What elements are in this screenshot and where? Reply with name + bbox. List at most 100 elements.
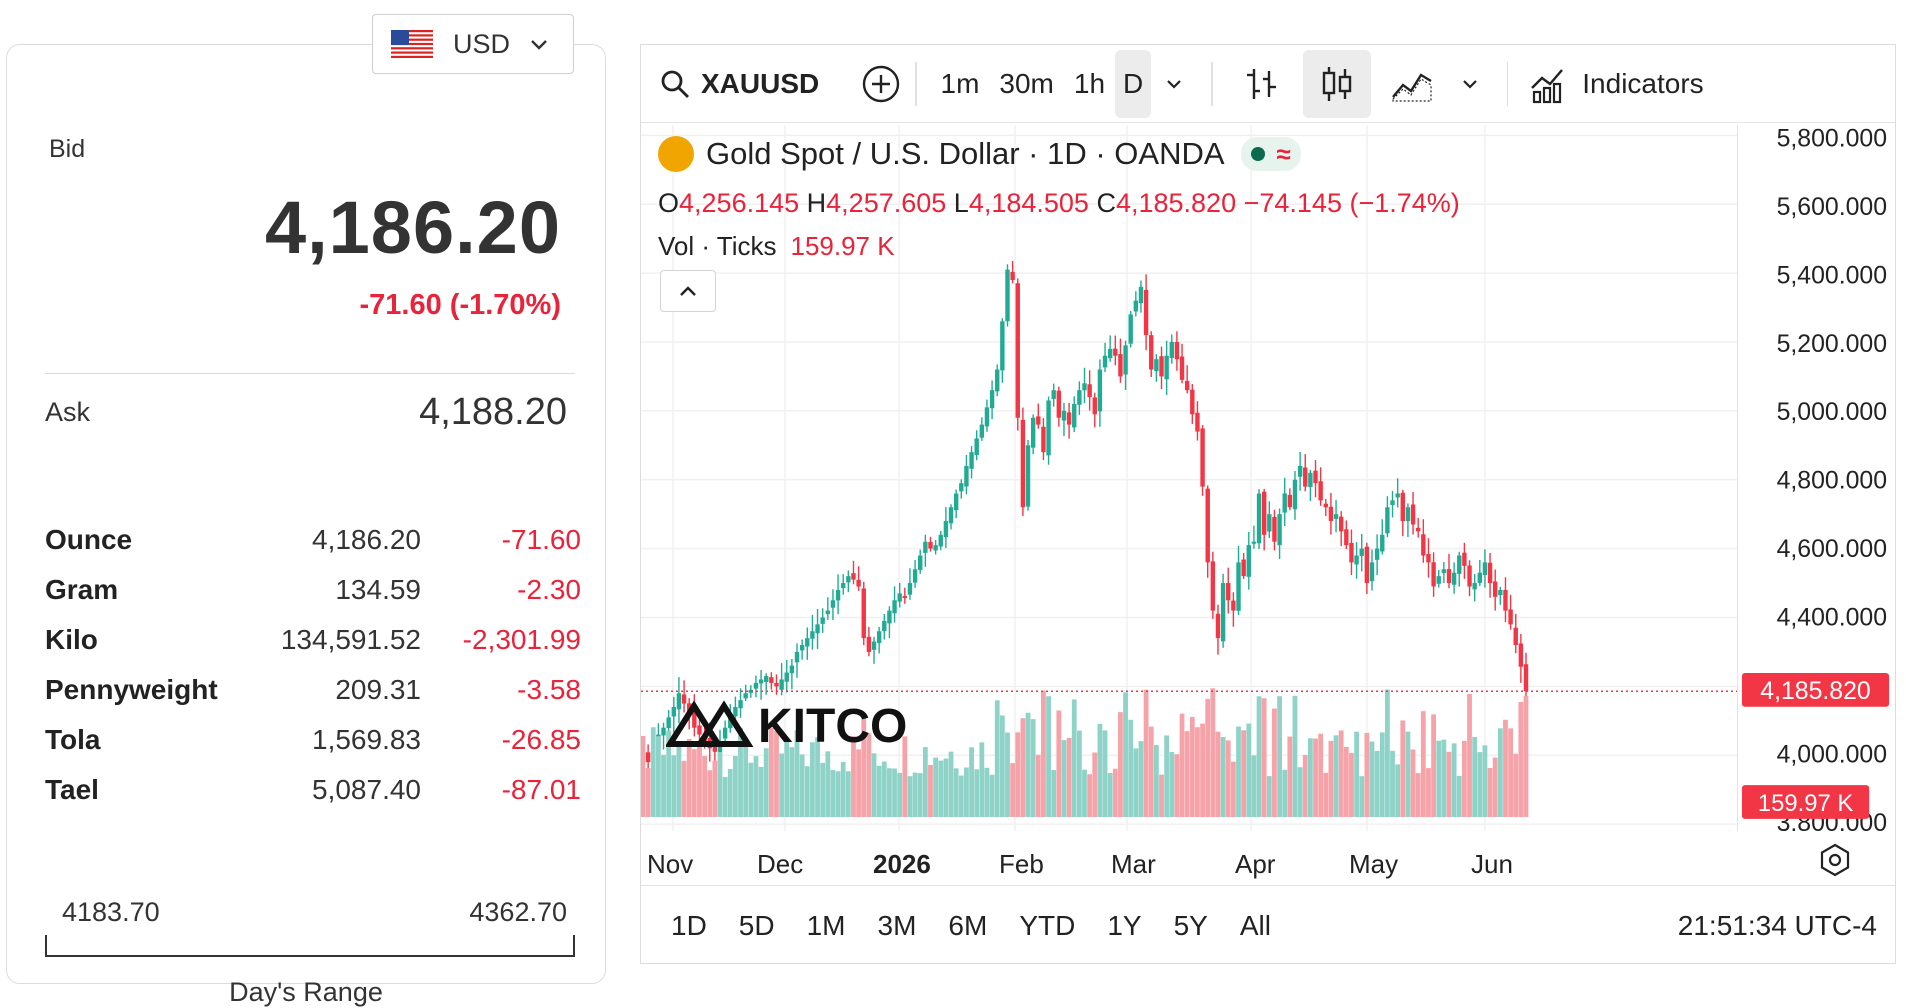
interval-d[interactable]: D <box>1115 49 1152 118</box>
symbol-search[interactable]: XAUUSD <box>659 68 821 100</box>
market-status-dot-icon <box>1250 147 1265 161</box>
candle-body <box>671 707 677 717</box>
settings-icon[interactable] <box>1817 842 1853 878</box>
volume-bar <box>922 747 928 817</box>
range-5d[interactable]: 5D <box>738 909 775 941</box>
volume-bar <box>1097 723 1103 817</box>
volume-bar <box>1359 776 1365 817</box>
range-6m[interactable]: 6M <box>948 909 988 941</box>
volume-bar <box>1302 754 1308 817</box>
volume-bar <box>789 747 795 817</box>
volume-bar <box>1354 731 1359 817</box>
chevron-down-icon[interactable] <box>1163 73 1185 95</box>
candle-body <box>1323 503 1328 508</box>
chart-legend: Gold Spot / U.S. Dollar · 1D · OANDA ≈ O… <box>658 136 1460 262</box>
time-tick-label: Apr <box>1235 849 1276 879</box>
candle-body <box>948 507 954 524</box>
volume-bar <box>733 755 738 817</box>
candle-body <box>1492 581 1498 597</box>
currency-dropdown[interactable]: USD <box>372 14 574 74</box>
volume-bar <box>774 730 779 817</box>
price-tick-label: 5,400.000 <box>1777 262 1887 289</box>
candle-body <box>1395 493 1400 498</box>
candle-body <box>1297 465 1303 477</box>
range-ytd[interactable]: YTD <box>1019 909 1076 941</box>
range-1m[interactable]: 1M <box>806 909 846 941</box>
candle-body <box>1231 600 1236 611</box>
candle-body <box>979 424 985 438</box>
candle-body <box>1364 546 1370 584</box>
candle-body <box>666 717 671 729</box>
price-chart[interactable] <box>641 125 1737 831</box>
volume-bar <box>1313 738 1318 817</box>
candle-body <box>1138 286 1144 304</box>
time-scale[interactable]: Nov Dec 2026 Feb Mar Apr May Jun <box>641 831 1737 883</box>
candle-body <box>728 717 733 729</box>
volume-bar <box>1282 769 1288 817</box>
candle-body <box>918 555 923 570</box>
candle-body <box>1369 562 1375 582</box>
volume-bar <box>1236 726 1241 817</box>
chevron-down-icon[interactable] <box>1459 73 1481 95</box>
time-tick-label: Feb <box>999 849 1044 879</box>
range-all[interactable]: All <box>1239 909 1271 941</box>
candle-body <box>1487 562 1493 584</box>
price-scale[interactable]: 3,800.0004,000.0004,200.0004,400.0004,60… <box>1737 125 1897 831</box>
collapse-legend-button[interactable] <box>660 270 716 312</box>
delayed-data-icon: ≈ <box>1276 138 1291 169</box>
candle-body <box>959 483 964 492</box>
candle-body <box>1431 562 1436 587</box>
candle-body <box>1344 529 1349 546</box>
add-symbol-icon[interactable] <box>861 64 901 104</box>
ohlc-close: 4,185.820 <box>1115 188 1237 218</box>
range-5y[interactable]: 5Y <box>1173 909 1208 941</box>
range-3m[interactable]: 3M <box>877 909 917 941</box>
chevron-up-icon <box>680 286 696 296</box>
volume-bar <box>1051 769 1057 817</box>
candle-body <box>784 672 789 682</box>
candle-body <box>856 579 861 587</box>
volume-bar <box>1082 769 1087 817</box>
indicators-button[interactable]: Indicators <box>1528 64 1704 104</box>
ohlc-open: 4,256.145 <box>679 188 800 218</box>
indicators-label: Indicators <box>1582 67 1704 99</box>
candle-body <box>764 676 769 682</box>
bars-chart-icon[interactable] <box>1239 61 1285 107</box>
candle-body <box>774 682 779 687</box>
volume-label: Vol · Ticks <box>658 231 777 261</box>
candle-body <box>1318 481 1323 501</box>
volume-bar <box>851 736 856 817</box>
volume-bar <box>1292 695 1298 817</box>
candle-body <box>1143 289 1149 336</box>
volume-bar <box>928 764 933 817</box>
range-1d[interactable]: 1D <box>671 909 707 941</box>
volume-bar <box>1379 732 1385 817</box>
interval-1h[interactable]: 1h <box>1073 67 1106 99</box>
volume-bar <box>1456 775 1462 817</box>
candle-body <box>1303 467 1308 487</box>
volume-bar <box>1497 728 1503 817</box>
candles-button[interactable] <box>1302 49 1371 118</box>
volume-bar <box>686 738 692 817</box>
candle-body <box>1215 613 1221 639</box>
interval-1m[interactable]: 1m <box>940 67 980 99</box>
chart-clock: 21:51:34 UTC-4 <box>1677 910 1877 941</box>
volume-bar <box>810 742 815 817</box>
volume-bar <box>671 755 677 817</box>
area-chart-icon[interactable] <box>1389 61 1435 107</box>
last-price-badge <box>1741 673 1890 707</box>
candle-body <box>1467 565 1472 587</box>
candle-body <box>1410 504 1416 525</box>
candle-body <box>1287 494 1293 508</box>
candle-body <box>1380 534 1385 552</box>
volume-bar <box>738 727 743 817</box>
divider <box>45 373 575 374</box>
interval-30m[interactable]: 30m <box>999 67 1054 99</box>
volume-bar <box>804 766 810 817</box>
candle-body <box>912 569 918 583</box>
price-tick-label: 4,000.000 <box>1777 741 1887 768</box>
candle-body <box>799 645 805 651</box>
range-1y[interactable]: 1Y <box>1107 909 1142 941</box>
volume-bar <box>897 772 903 817</box>
ohlc-c-label: C <box>1096 188 1116 218</box>
